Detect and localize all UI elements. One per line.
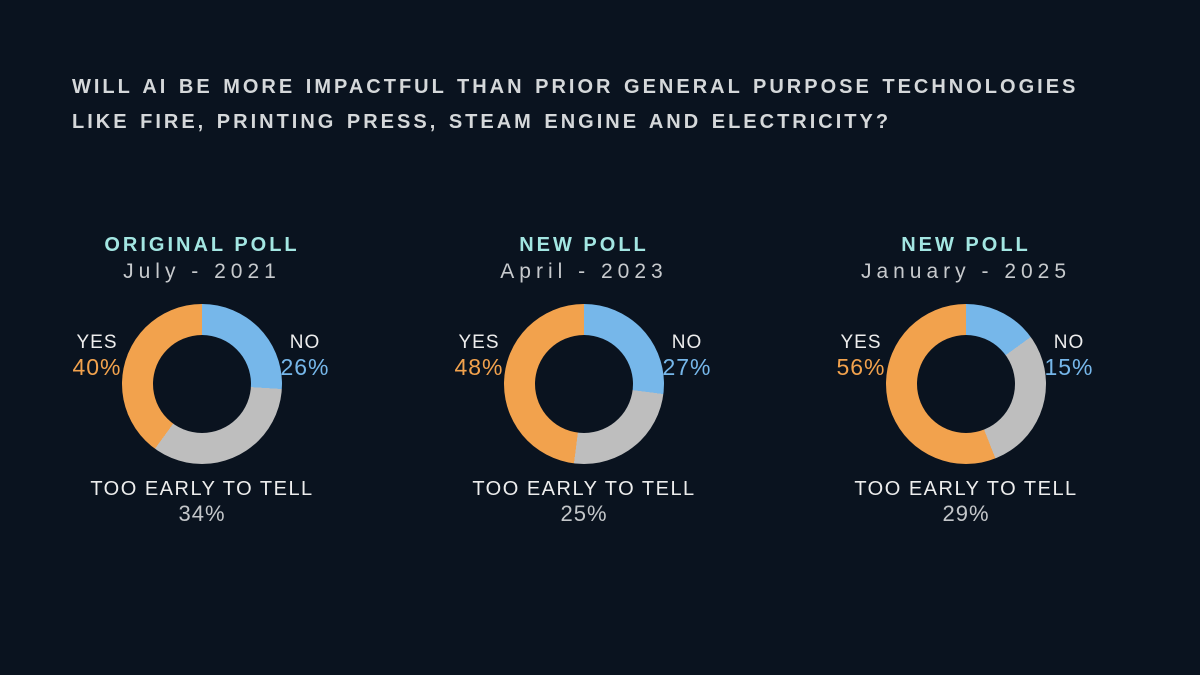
donut-chart: [504, 304, 664, 464]
too-early-percentage: 25%: [560, 501, 608, 526]
donut-hole: [153, 335, 251, 433]
no-label: NO: [1053, 332, 1085, 353]
donut-hole: [535, 335, 633, 433]
no-callout: NO 27%: [627, 331, 747, 381]
donut-hole: [917, 335, 1015, 433]
too-early-percentage: 34%: [178, 501, 226, 526]
poll-heading: ORIGINAL POLL: [104, 234, 300, 256]
donut-area: YES 56% NO 15%: [806, 304, 1126, 464]
yes-percentage: 48%: [454, 354, 504, 380]
no-label: NO: [289, 332, 321, 353]
poll-chart-original-2021: ORIGINAL POLL July - 2021 YES 40% NO 26%…: [42, 232, 362, 527]
poll-heading: NEW POLL: [901, 234, 1031, 256]
poll-question-line-1: WILL AI BE MORE IMPACTFUL THAN PRIOR GEN…: [72, 76, 1079, 98]
donut-area: YES 40% NO 26%: [42, 304, 362, 464]
too-early-callout: TOO EARLY TO TELL 34%: [42, 477, 362, 527]
too-early-label: TOO EARLY TO TELL: [854, 478, 1078, 500]
poll-chart-april-2023: NEW POLL April - 2023 YES 48% NO 27% TOO…: [424, 232, 744, 527]
poll-question-title: WILL AI BE MORE IMPACTFUL THAN PRIOR GEN…: [72, 70, 1078, 140]
charts-row: ORIGINAL POLL July - 2021 YES 40% NO 26%…: [42, 232, 1126, 527]
yes-callout: YES 48%: [419, 331, 539, 381]
poll-date: July - 2021: [123, 260, 281, 283]
yes-callout: YES 56%: [801, 331, 921, 381]
no-percentage: 15%: [1044, 354, 1094, 380]
no-percentage: 26%: [280, 354, 330, 380]
too-early-callout: TOO EARLY TO TELL 25%: [424, 477, 744, 527]
poll-question-line-2: LIKE FIRE, PRINTING PRESS, STEAM ENGINE …: [72, 111, 892, 133]
yes-percentage: 40%: [72, 354, 122, 380]
poll-heading: NEW POLL: [519, 234, 649, 256]
no-percentage: 27%: [662, 354, 712, 380]
poll-date: April - 2023: [500, 260, 668, 283]
yes-label: YES: [458, 332, 500, 353]
poll-chart-january-2025: NEW POLL January - 2025 YES 56% NO 15% T…: [806, 232, 1126, 527]
yes-label: YES: [76, 332, 118, 353]
too-early-label: TOO EARLY TO TELL: [90, 478, 314, 500]
no-callout: NO 15%: [1009, 331, 1129, 381]
yes-callout: YES 40%: [37, 331, 157, 381]
too-early-percentage: 29%: [942, 501, 990, 526]
too-early-callout: TOO EARLY TO TELL 29%: [806, 477, 1126, 527]
poll-date: January - 2025: [860, 260, 1072, 283]
donut-area: YES 48% NO 27%: [424, 304, 744, 464]
donut-chart: [886, 304, 1046, 464]
no-label: NO: [671, 332, 703, 353]
yes-label: YES: [840, 332, 882, 353]
no-callout: NO 26%: [245, 331, 365, 381]
donut-chart: [122, 304, 282, 464]
yes-percentage: 56%: [836, 354, 886, 380]
too-early-label: TOO EARLY TO TELL: [472, 478, 696, 500]
